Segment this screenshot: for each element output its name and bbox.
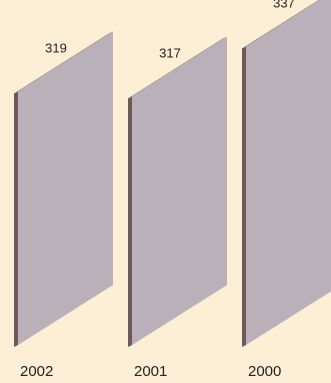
value-label-2001: 317 — [159, 46, 181, 61]
value-label-2002: 319 — [45, 41, 67, 56]
category-label-2002: 2002 — [20, 363, 53, 380]
labels-layer: 319 2002 317 2001 337 2000 — [20, 0, 295, 380]
bars-layer — [14, 0, 331, 347]
bar-2000 — [246, 0, 331, 345]
bar-edge-2000 — [242, 46, 246, 347]
bar-edge-2001 — [128, 96, 132, 347]
bar-top-2001 — [128, 36, 227, 99]
category-label-2000: 2000 — [248, 363, 281, 380]
bar-2002 — [18, 31, 113, 345]
value-label-2000: 337 — [273, 0, 295, 11]
category-label-2001: 2001 — [134, 363, 167, 380]
bar-2001 — [132, 36, 227, 345]
bar-top-2002 — [14, 31, 113, 94]
bar-top-2000 — [242, 0, 320, 49]
bar-edge-2002 — [14, 91, 18, 347]
